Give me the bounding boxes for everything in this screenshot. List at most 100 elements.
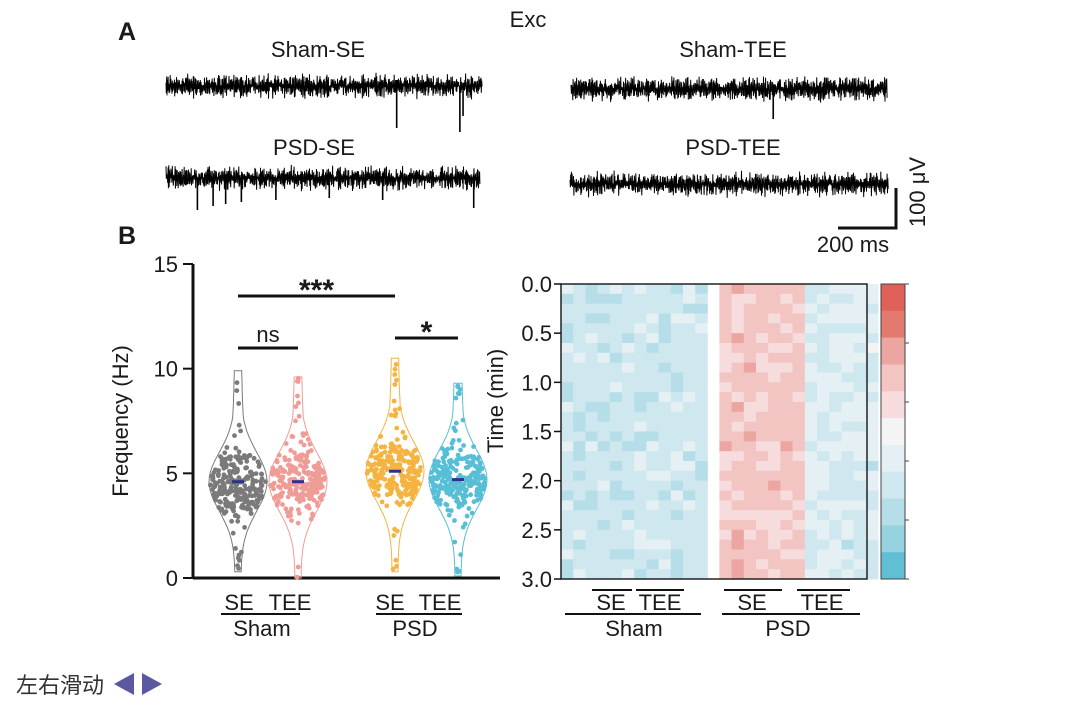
heatmap-cell xyxy=(719,362,732,373)
violin-point xyxy=(455,499,461,505)
violin-point xyxy=(378,444,384,450)
violin-point xyxy=(283,441,289,446)
heatmap-cell xyxy=(743,520,757,531)
heatmap-cell xyxy=(683,402,696,413)
violin-point xyxy=(293,418,298,424)
violin-point xyxy=(315,503,321,509)
violin-point xyxy=(306,449,311,455)
violin-point xyxy=(387,449,393,455)
heatmap-cell xyxy=(743,539,757,550)
heatmap-cell xyxy=(853,510,867,521)
heatmap-cell xyxy=(670,461,684,472)
heatmap-cell xyxy=(865,293,879,304)
heatmap-cell xyxy=(658,333,672,344)
heatmap-cell xyxy=(756,569,769,580)
violin-point xyxy=(388,490,394,495)
heatmap-cell xyxy=(719,461,732,472)
heatmap-cell xyxy=(597,510,611,521)
violin-point xyxy=(308,516,314,522)
violin-point xyxy=(296,400,301,406)
violin-point xyxy=(208,482,214,488)
violin-point xyxy=(285,462,291,468)
heatmap-cell xyxy=(573,293,586,304)
trace-psd-se xyxy=(165,164,481,192)
heatmap-cell xyxy=(768,539,781,550)
heatmap-cell xyxy=(719,520,732,531)
heatmap-cell xyxy=(585,343,598,354)
heatmap-cell xyxy=(634,569,647,580)
violin-point xyxy=(372,461,378,467)
heatmap-cell xyxy=(865,352,879,363)
heatmap-cell xyxy=(841,431,854,442)
heatmap-cell xyxy=(634,293,647,304)
heatmap-cell xyxy=(622,421,635,432)
heatmap-cell xyxy=(865,569,879,580)
heatmap-cell xyxy=(743,431,757,442)
heatmap-cell xyxy=(780,431,793,442)
heatmap-cell xyxy=(646,559,659,570)
heatmap-cell xyxy=(853,372,867,383)
heatmap-cell xyxy=(817,382,830,393)
violin-point xyxy=(457,456,463,462)
violin-point xyxy=(238,496,244,502)
heatmap-cell xyxy=(597,569,611,580)
heatmap-cell xyxy=(768,559,781,570)
violin-point xyxy=(443,463,448,468)
heatmap-cell xyxy=(719,549,732,560)
heatmap-cell xyxy=(561,549,574,560)
heatmap-cell xyxy=(768,480,781,491)
heatmap-cell xyxy=(695,461,708,472)
violin-point xyxy=(438,497,443,503)
heatmap-cell xyxy=(792,480,806,491)
heatmap-cell xyxy=(780,529,793,540)
violin-point xyxy=(306,487,312,493)
heatmap-cell xyxy=(829,411,842,422)
violin-point xyxy=(432,462,438,468)
heatmap-cell xyxy=(561,431,574,442)
violin-point xyxy=(282,469,288,474)
heatmap-cell xyxy=(756,500,769,511)
heatmap-cell xyxy=(634,411,647,422)
violin-point xyxy=(312,479,318,485)
violin-point xyxy=(482,480,487,486)
colorbar-segment xyxy=(881,364,905,392)
scroll-left-arrow-icon[interactable] xyxy=(114,673,135,695)
violin-point xyxy=(460,417,466,423)
heatmap-cell xyxy=(573,323,586,334)
violin-point xyxy=(291,468,297,474)
heatmap-cell xyxy=(756,529,769,540)
violin-point xyxy=(393,557,399,563)
heatmap-cell xyxy=(780,569,793,580)
violin-point xyxy=(388,441,394,447)
heatmap-cell xyxy=(829,343,842,354)
heatmap-group-label: PSD xyxy=(765,616,810,641)
heatmap-cell xyxy=(817,421,830,432)
heatmap-cell xyxy=(646,500,659,511)
heatmap-cell xyxy=(804,313,818,324)
heatmap-cell xyxy=(841,569,854,580)
heatmap-cell xyxy=(597,539,611,550)
heatmap-cell xyxy=(573,470,586,481)
heatmap-cell xyxy=(573,559,586,570)
violin-point xyxy=(433,484,439,489)
heatmap-cell xyxy=(622,490,635,501)
violin-point xyxy=(393,362,399,367)
heatmap-cell xyxy=(622,352,635,363)
significance-label: ns xyxy=(256,322,279,347)
heatmap-cell xyxy=(743,402,757,413)
heatmap-cell xyxy=(573,382,586,393)
heatmap-cell xyxy=(573,569,586,580)
heatmap-cell xyxy=(597,470,611,481)
heatmap-cell xyxy=(756,392,769,403)
violin-point xyxy=(273,493,279,499)
violin-point xyxy=(233,454,239,460)
heatmap-cell xyxy=(865,382,879,393)
heatmap-cell xyxy=(804,402,818,413)
heatmap-cell xyxy=(841,451,854,462)
heatmap-cell xyxy=(731,529,745,540)
violin-point xyxy=(300,452,305,458)
scroll-right-arrow-icon[interactable] xyxy=(142,673,163,695)
heatmap-cell xyxy=(768,284,781,295)
heatmap-cell xyxy=(792,362,806,373)
